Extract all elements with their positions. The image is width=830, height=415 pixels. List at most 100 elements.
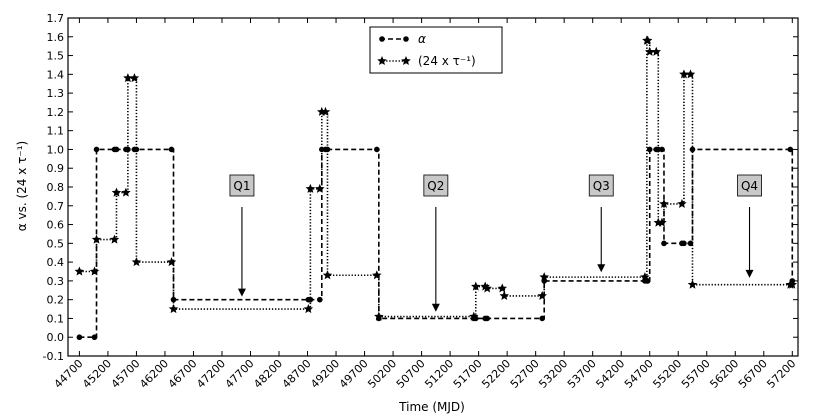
series-1-point (374, 311, 384, 321)
y-tick-label: 0.6 (47, 219, 65, 232)
series-1-point (499, 290, 510, 300)
series-1-point-end (121, 187, 131, 197)
x-tick-label: 57200 (764, 357, 798, 391)
x-tick-label: 51700 (451, 357, 485, 391)
y-tick-label: 0.0 (47, 331, 65, 344)
x-tick-label: 56700 (736, 357, 770, 391)
y-tick-label: 1.4 (47, 68, 65, 81)
y-tick-label: 0.8 (47, 181, 65, 194)
legend-marker-1 (401, 56, 411, 66)
x-tick-label: 49200 (308, 357, 342, 391)
y-tick-label: 1.0 (47, 143, 65, 156)
legend: α (24 x τ⁻¹) (369, 26, 503, 74)
annotation-label: Q1 (233, 179, 250, 193)
series-1-point (91, 234, 102, 244)
x-tick-label: 56200 (707, 357, 741, 391)
series-1-point (123, 73, 133, 83)
y-tick-label: 0.1 (47, 312, 65, 325)
annotation-box (588, 174, 614, 197)
series-1-point-end (320, 106, 331, 116)
series-0-point (681, 240, 687, 247)
series-1-point-end (166, 257, 177, 267)
x-tick-label: 46700 (166, 357, 200, 391)
y-tick-label: 0.7 (47, 200, 65, 213)
series-1-point-end (469, 311, 479, 321)
x-tick-label: 52700 (508, 357, 542, 391)
y-axis-label: α vs. (24 x τ⁻¹) (15, 141, 29, 231)
y-tick-label: 1.7 (47, 12, 65, 25)
series-1-point (471, 281, 481, 291)
series-1-point-end (677, 198, 687, 208)
annotation-arrow-head (745, 269, 754, 278)
series-1-point (787, 279, 798, 289)
y-tick-label: -0.1 (43, 350, 64, 363)
series-1-point-end (642, 35, 653, 45)
annotation-box (229, 174, 255, 197)
series-1-point (687, 279, 698, 289)
x-tick-label: 52200 (479, 357, 513, 391)
x-tick-label: 51200 (422, 357, 456, 391)
legend-marker-0 (403, 36, 409, 42)
series-0-point-end (374, 146, 380, 153)
x-axis-label: Time (MJD) (398, 400, 465, 414)
x-tick-label: 47200 (194, 357, 228, 391)
series-1-point-end (497, 283, 508, 293)
y-tick-label: 1.5 (47, 50, 65, 63)
x-tick-label: 45200 (80, 357, 114, 391)
y-tick-label: 0.9 (47, 162, 65, 175)
series-1-point-end (129, 73, 140, 83)
series-1-point (74, 266, 85, 276)
annotation-label: Q4 (741, 179, 758, 193)
series-1-point-end (640, 272, 650, 282)
y-tick-label: 1.3 (47, 87, 65, 100)
x-tick-label: 49700 (337, 357, 371, 391)
series-1-point-end (537, 290, 547, 300)
series-1-point (659, 198, 669, 208)
annotations: Q1 Q2 Q3 Q4 (229, 174, 762, 312)
y-tick-label: 0.2 (47, 294, 65, 307)
x-tick-label: 55700 (679, 357, 713, 391)
x-tick-label: 54700 (622, 357, 656, 391)
series-layer (74, 35, 798, 341)
series-1-point (539, 272, 549, 282)
x-tick-label: 48200 (251, 357, 285, 391)
series-1-point-end (303, 304, 314, 314)
annotation-label: Q3 (593, 179, 610, 193)
series-0-point-end (316, 296, 323, 303)
series-0-point (484, 315, 490, 322)
y-tick-label: 0.5 (47, 237, 65, 250)
series-1-point (168, 304, 179, 314)
series-1-point-end (657, 217, 667, 227)
series-1-point (111, 187, 122, 197)
series-0-point (113, 146, 120, 153)
series-1-point-end (685, 69, 696, 79)
y-tick-label: 1.6 (47, 31, 65, 44)
legend-marker-1 (377, 56, 387, 66)
series-0-point-end (91, 334, 98, 341)
series-0-point (307, 296, 314, 303)
series-1-point (482, 283, 492, 293)
series-0-point-end (659, 146, 665, 153)
series-1-point (679, 69, 689, 79)
y-tick-label: 0.3 (47, 275, 65, 288)
legend-label-0: α (418, 32, 426, 46)
x-tick-label: 50700 (394, 357, 428, 391)
series-1-point-end (109, 234, 120, 244)
annotation-arrow-head (431, 303, 440, 312)
x-tick-label: 48700 (280, 357, 314, 391)
legend-box (369, 26, 503, 74)
series-0-point (93, 146, 100, 153)
y-tick-label: 1.1 (47, 125, 65, 138)
annotation-box (423, 174, 449, 197)
series-1-point (644, 46, 655, 56)
series-1-point (305, 183, 316, 193)
series-1-point-end (315, 183, 325, 193)
annotation-label: Q2 (427, 179, 444, 193)
x-tick-label: 50200 (365, 357, 399, 391)
x-tick-label: 53200 (536, 357, 570, 391)
legend-label-1: (24 x τ⁻¹) (418, 54, 476, 68)
series-1-point-end (372, 270, 382, 280)
series-0-point (324, 146, 331, 153)
x-tick-label: 54200 (593, 357, 627, 391)
